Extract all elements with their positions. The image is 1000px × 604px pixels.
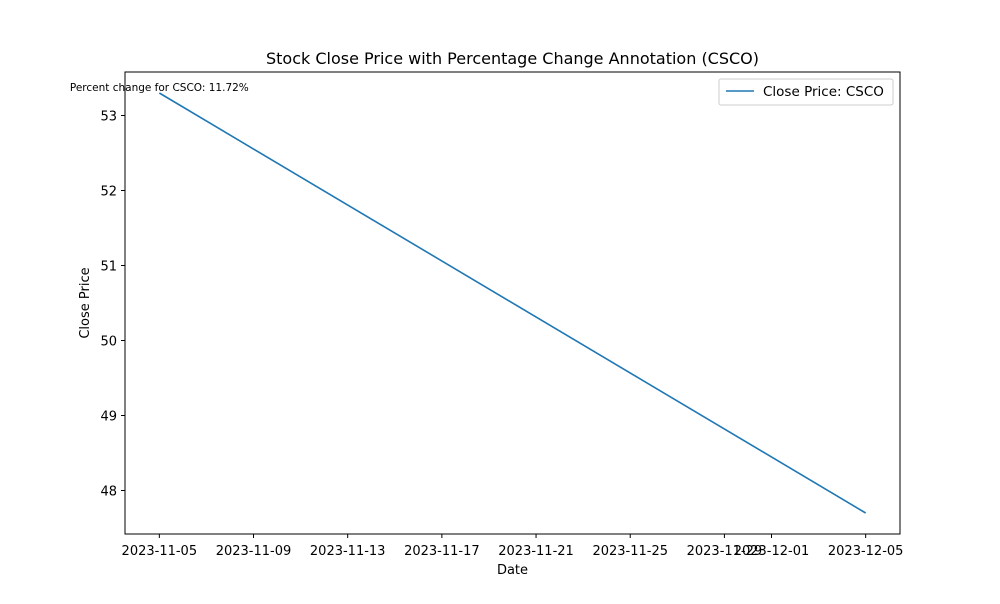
legend-box [718,78,894,106]
y-tick-label: 53 [100,110,117,125]
y-tick-label: 49 [100,410,117,425]
x-tick-label: 2023-11-09 [216,544,292,559]
x-tick-label: 2023-12-05 [828,544,904,559]
series-layer [158,92,867,514]
y-axis-title: Close Price [78,267,93,338]
x-axis: 2023-11-05 2023-11-09 2023-11-13 2023-11-17… [122,534,904,559]
legend-label-close-price-csco: Close Price: CSCO [763,84,884,100]
chart-title: Stock Close Price with Percentage Change… [266,49,759,68]
x-tick-label: 2023-11-13 [310,544,386,559]
y-tick-label: 51 [100,260,117,275]
x-tick-label: 2023-11-21 [498,544,574,559]
legend: Close Price: CSCO [718,78,894,106]
y-tick-label: 52 [100,185,117,200]
x-tick-label: 2023-11-29 [687,544,763,559]
x-tick-label: 2023-12-01 [734,544,810,559]
percent-change-annotation: Percent change for CSCO: 11.72% [70,82,249,94]
series-line-close-price-csco [158,92,867,514]
plot-area [124,71,901,535]
y-tick-label: 50 [100,335,117,350]
x-axis-title: Date [497,563,528,578]
y-axis: 48 49 50 51 52 53 [100,110,125,500]
y-tick-label: 48 [100,485,117,500]
x-tick-label: 2023-11-05 [122,544,198,559]
x-tick-label: 2023-11-25 [592,544,668,559]
x-tick-label: 2023-11-17 [404,544,480,559]
